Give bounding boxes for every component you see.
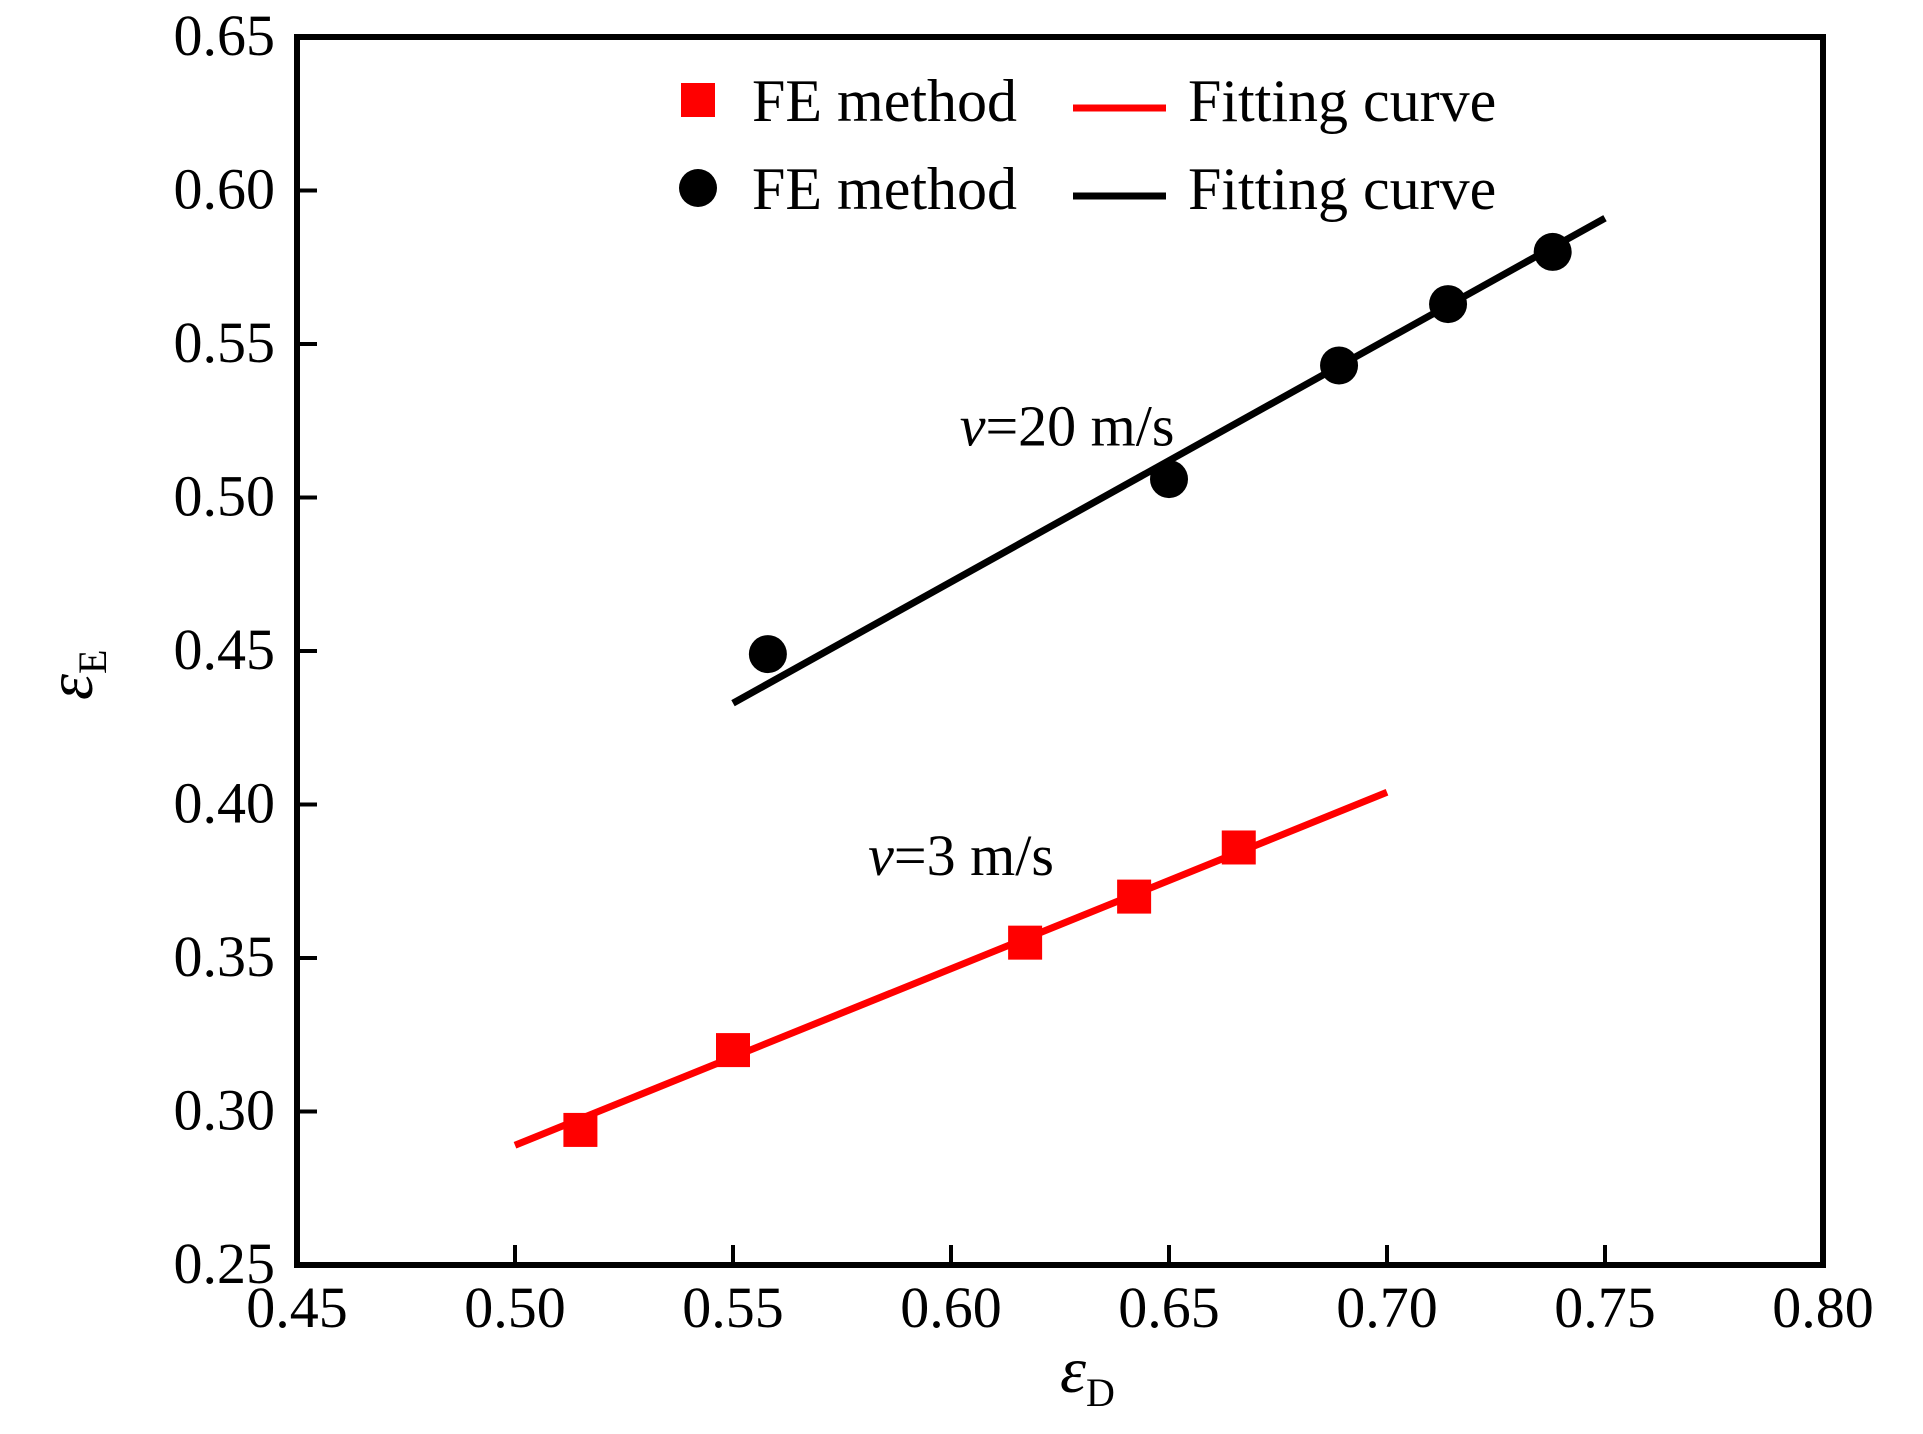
speed-label-v3: v=3 m/s: [868, 823, 1054, 888]
x-tick-label: 0.50: [464, 1275, 566, 1340]
y-tick-label: 0.60: [174, 157, 276, 222]
legend-marker-circle: [679, 169, 717, 207]
data-point-square: [1008, 925, 1043, 960]
y-tick-label: 0.55: [174, 310, 276, 375]
data-point-circle: [748, 635, 787, 674]
legend: FE method Fitting curve FE method Fitting c…: [679, 68, 1496, 222]
speed-annotations: v=3 m/s v=20 m/s: [868, 393, 1174, 888]
y-tick-label: 0.35: [174, 924, 276, 989]
data-point-circle: [1429, 285, 1468, 324]
y-tick-label: 0.45: [174, 617, 276, 682]
x-tick-label: 0.75: [1554, 1275, 1656, 1340]
data-point-square: [563, 1112, 598, 1147]
data-points: [563, 232, 1572, 1147]
data-point-square: [1221, 830, 1256, 865]
data-point-circle: [1533, 232, 1572, 271]
x-tick-label: 0.70: [1336, 1275, 1438, 1340]
x-tick-label: 0.80: [1772, 1275, 1874, 1340]
y-axis-title: εE: [34, 650, 115, 700]
y-tick-label: 0.25: [174, 1231, 276, 1296]
y-tick-label: 0.40: [174, 771, 276, 836]
fitting-curves: [513, 215, 1607, 1149]
data-point-circle: [1150, 460, 1188, 499]
x-tick-label: 0.65: [1118, 1275, 1220, 1340]
data-point-square: [716, 1033, 750, 1068]
axis-ticks: 0.45 0.50 0.55 0.60 0.65 0.70 0.75 0.80 0.25 0.30…: [174, 3, 1874, 1340]
y-tick-label: 0.50: [174, 464, 276, 529]
x-tick-label: 0.55: [682, 1275, 784, 1340]
speed-label-v20: v=20 m/s: [960, 393, 1175, 458]
x-tick-label: 0.45: [246, 1275, 348, 1340]
legend-marker-square: [681, 83, 715, 117]
legend-label-fitting-curve: Fitting curve: [1188, 68, 1496, 134]
data-point-circle: [1320, 346, 1359, 385]
legend-label-fe-method: FE method: [752, 156, 1017, 222]
x-tick-label: 0.60: [900, 1275, 1002, 1340]
legend-label-fe-method: FE method: [752, 68, 1017, 134]
y-tick-label: 0.65: [174, 3, 276, 68]
y-tick-label: 0.30: [174, 1078, 276, 1143]
data-point-square: [1117, 879, 1152, 914]
x-axis-title: εD: [1060, 1334, 1115, 1415]
legend-label-fitting-curve: Fitting curve: [1188, 156, 1496, 222]
